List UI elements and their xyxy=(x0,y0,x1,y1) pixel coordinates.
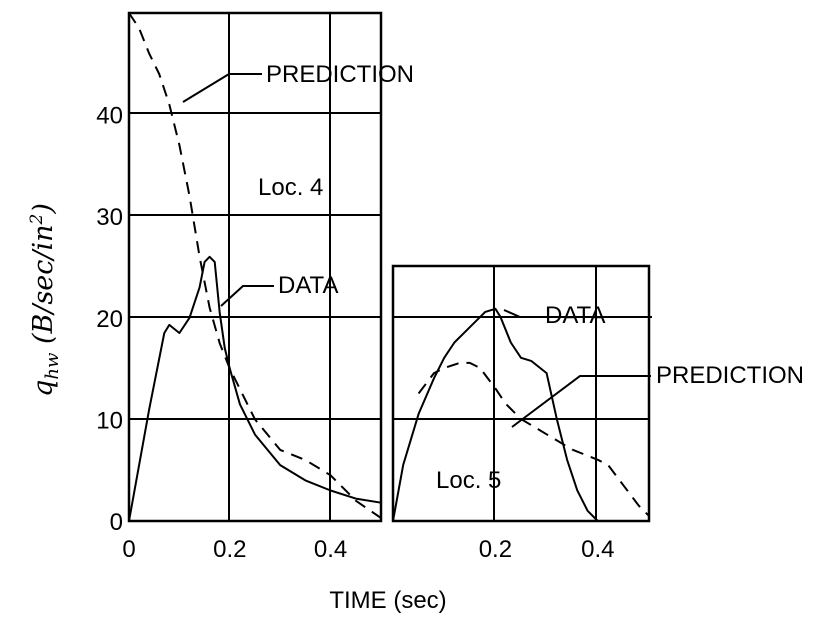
y-tick-label: 30 xyxy=(96,204,123,231)
annotation-leader-line xyxy=(511,375,651,428)
panel-loc5: 0.2 0.4 xyxy=(391,264,651,563)
x-tick-label: 0.4 xyxy=(581,536,614,563)
x-axis-title: TIME (sec) xyxy=(329,587,446,614)
y-tick-label: 0 xyxy=(110,509,123,536)
y-axis-title: qhw (B/sec/in2) xyxy=(27,203,63,397)
x-tick-label: 0.2 xyxy=(479,536,512,563)
location-label-loc4: Loc. 4 xyxy=(258,174,323,201)
panel-loc4: 0 0.2 0.4 0 10 20 30 40 xyxy=(96,11,383,563)
annotation-leader-line xyxy=(220,285,274,307)
x-tick-label: 0 xyxy=(122,536,135,563)
y-tick-label: 40 xyxy=(96,103,123,130)
series-line-data xyxy=(392,307,599,522)
plot-frame xyxy=(127,11,383,523)
series-line-prediction xyxy=(417,361,650,517)
y-tick-label: 20 xyxy=(96,306,123,333)
plot-frame xyxy=(391,264,651,523)
series-line-data xyxy=(128,255,382,522)
series-line-prediction xyxy=(128,12,382,519)
annotation-data-loc5: DATA xyxy=(545,302,605,329)
annotation-prediction-loc5: PREDICTION xyxy=(656,362,804,389)
annotation-leader-line xyxy=(503,309,541,318)
x-tick-label: 0.2 xyxy=(213,536,246,563)
annotation-data-loc4: DATA xyxy=(278,272,338,299)
x-tick-label: 0.4 xyxy=(314,536,347,563)
location-label-loc5: Loc. 5 xyxy=(436,467,501,494)
y-tick-label: 10 xyxy=(96,407,123,434)
annotation-leader-line xyxy=(182,73,262,103)
annotation-prediction-loc4: PREDICTION xyxy=(266,61,414,88)
